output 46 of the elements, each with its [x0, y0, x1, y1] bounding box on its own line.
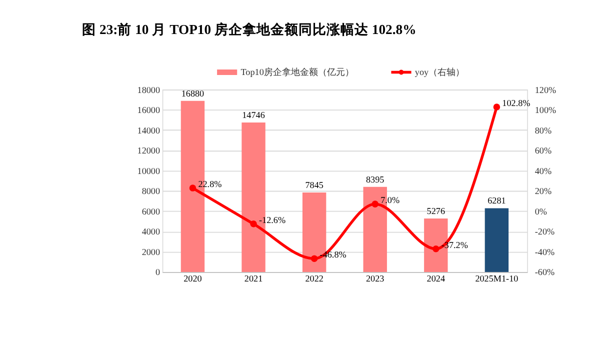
data-label: 6281	[488, 196, 506, 206]
data-label: 16880	[181, 88, 205, 98]
y2-tick-label: -20%	[534, 226, 555, 237]
y-tick-label: 10000	[137, 166, 160, 176]
y-tick-label: 18000	[137, 84, 160, 95]
y2-tick-label: 0%	[534, 206, 548, 216]
data-label: 8395	[366, 174, 385, 184]
point	[189, 184, 196, 192]
y-tick-label: 14000	[137, 125, 160, 136]
y-tick-label: 16000	[137, 105, 160, 116]
bar	[484, 208, 509, 272]
point	[250, 220, 257, 228]
y2-tick-label: -60%	[534, 267, 555, 278]
data-label: 102.8%	[502, 98, 531, 108]
data-label: 5276	[426, 206, 446, 216]
data-label: 7845	[305, 180, 324, 190]
x-tick-label: 2020	[184, 274, 202, 284]
data-label: 22.8%	[198, 179, 222, 190]
point	[432, 245, 440, 252]
y2-tick-label: 120%	[534, 84, 557, 95]
point	[310, 255, 318, 262]
chart-title: 图 23:前 10 月 TOP10 房企拿地金额同比涨幅达 102.8%	[82, 20, 416, 37]
y2-tick-label: 60%	[534, 146, 552, 156]
data-label: 7.0%	[380, 195, 400, 206]
data-label: -12.6%	[258, 215, 286, 226]
point	[493, 104, 500, 110]
x-tick-label: 2025M1-10	[475, 274, 519, 284]
x-tick-label: 2023	[366, 274, 385, 284]
legend-label: Top10房企拿地金额（亿元）	[240, 66, 354, 77]
y-tick-label: 8000	[142, 186, 160, 196]
legend-label: yoy（右轴）	[414, 66, 465, 77]
y2-tick-label: 100%	[534, 105, 557, 116]
y2-tick-label: 20%	[534, 186, 552, 196]
y2-tick-label: 80%	[534, 125, 552, 136]
y-tick-label: 0	[155, 267, 160, 278]
y2-tick-label: -40%	[534, 246, 555, 257]
y-tick-label: 12000	[137, 146, 160, 156]
y-tick-label: 6000	[142, 206, 160, 216]
x-tick-label: 2024	[426, 274, 446, 284]
y-tick-label: 2000	[142, 246, 160, 257]
x-tick-label: 2022	[305, 274, 324, 284]
x-tick-label: 2021	[244, 274, 263, 284]
y2-tick-label: 40%	[534, 166, 552, 176]
point	[372, 200, 378, 208]
data-label: 14746	[242, 110, 266, 120]
y-tick-label: 4000	[142, 226, 160, 237]
